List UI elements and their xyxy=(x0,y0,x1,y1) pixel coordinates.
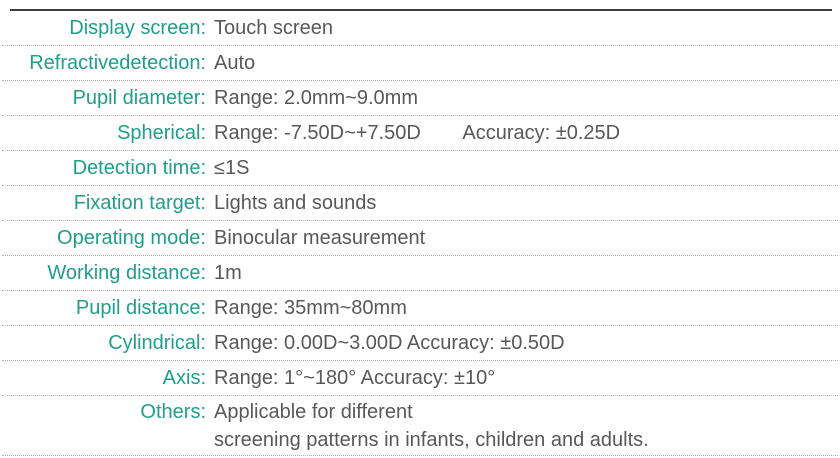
spec-row-spherical: Spherical: Range: -7.50D~+7.50D Accuracy… xyxy=(2,116,838,151)
spec-row-pupil-distance: Pupil distance: Range: 35mm~80mm xyxy=(2,291,838,326)
spec-label: Others: xyxy=(140,401,206,423)
spec-table: Display screen: Touch screen Refractived… xyxy=(2,11,838,456)
spec-value: Applicable for different screening patte… xyxy=(214,398,649,454)
spec-value-line-1: Applicable for different xyxy=(214,401,413,423)
spec-label: Pupil diameter: xyxy=(72,87,206,109)
spec-label: Axis: xyxy=(162,367,206,389)
spec-value: Range: 0.00D~3.00D Accuracy: ±0.50D xyxy=(214,332,565,354)
spec-value: ≤1S xyxy=(214,157,250,179)
spec-value: Range: 1°~180° Accuracy: ±10° xyxy=(214,367,496,389)
spec-value: Lights and sounds xyxy=(214,192,377,214)
spec-label: Detection time: xyxy=(72,157,206,179)
spec-row-cylindrical: Cylindrical: Range: 0.00D~3.00D Accuracy… xyxy=(2,326,838,361)
spec-row-axis: Axis: Range: 1°~180° Accuracy: ±10° xyxy=(2,361,838,396)
spec-value: Binocular measurement xyxy=(214,227,426,249)
spec-row-pupil-diameter: Pupil diameter: Range: 2.0mm~9.0mm xyxy=(2,81,838,116)
spec-value: Range: 35mm~80mm xyxy=(214,297,407,319)
spec-row-working-distance: Working distance: 1m xyxy=(2,256,838,291)
spec-label: Cylindrical: xyxy=(108,332,206,354)
spec-value: 1m xyxy=(214,262,242,284)
spec-row-detection-time: Detection time: ≤1S xyxy=(2,151,838,186)
spec-value: Range: 2.0mm~9.0mm xyxy=(214,87,418,109)
spec-row-fixation-target: Fixation target: Lights and sounds xyxy=(2,186,838,221)
spec-value-line-2: screening patterns in infants, children … xyxy=(214,429,649,451)
spec-value: Range: -7.50D~+7.50D Accuracy: ±0.25D xyxy=(214,116,620,150)
spec-label: Spherical: xyxy=(117,122,206,144)
spec-row-operating-mode: Operating mode: Binocular measurement xyxy=(2,221,838,256)
spec-label: Operating mode: xyxy=(57,227,206,249)
spec-label: Refractivedetection: xyxy=(29,52,206,74)
spec-label: Pupil distance: xyxy=(75,297,206,319)
spec-row-refractive-detection: Refractivedetection: Auto xyxy=(2,46,838,81)
spec-value: Auto xyxy=(214,52,256,74)
spec-row-others: Others: Applicable for different screeni… xyxy=(2,396,838,456)
top-divider xyxy=(10,9,832,11)
spec-value-range: Range: -7.50D~+7.50D xyxy=(214,122,421,144)
spec-label: Fixation target: xyxy=(73,192,206,214)
spec-row-display-screen: Display screen: Touch screen xyxy=(2,11,838,46)
spec-label: Display screen: xyxy=(69,17,206,39)
spec-value-accuracy: Accuracy: ±0.25D xyxy=(462,122,621,144)
spec-label: Working distance: xyxy=(47,262,206,284)
spec-value: Touch screen xyxy=(214,17,333,39)
